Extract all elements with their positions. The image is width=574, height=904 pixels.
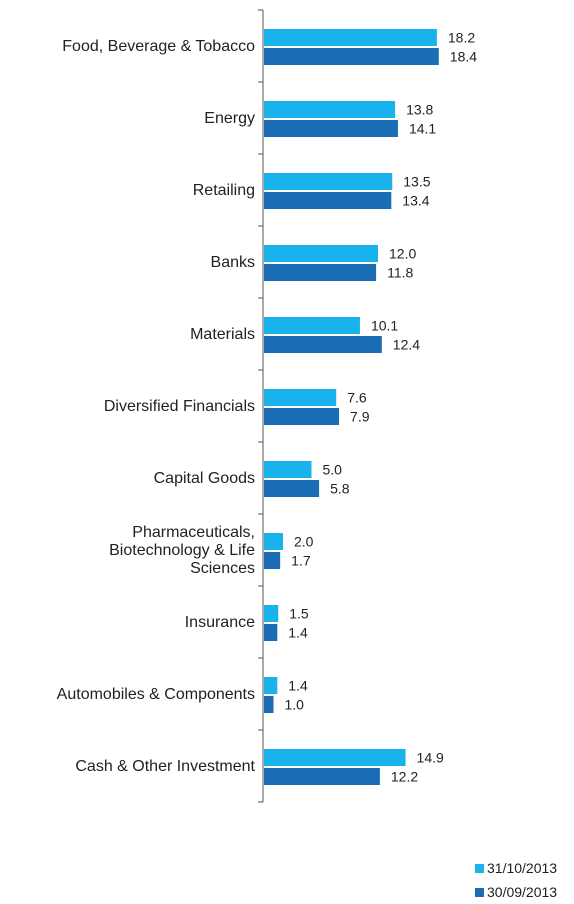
value-label-food-beverage-tobacco-series-1: 18.2 [448,30,475,46]
value-label-energy-series-2: 14.1 [409,121,436,137]
legend-label-series-1: 31/10/2013 [487,860,558,876]
value-label-pharmaceuticals-biotechnology-life-sciences-series-2: 1.7 [291,553,311,569]
category-label-materials: Materials [190,326,255,343]
category-label-line: Banks [211,254,255,271]
value-label-retailing-series-1: 13.5 [403,174,430,190]
category-label-insurance: Insurance [185,614,255,631]
value-label-materials-series-1: 10.1 [371,318,398,334]
labels-group: Food, Beverage & Tobacco 18.2 18.4 Energy 13… [57,30,478,785]
value-label-energy-series-1: 13.8 [406,102,433,118]
value-label-insurance-series-2: 1.4 [288,625,308,641]
value-label-food-beverage-tobacco-series-2: 18.4 [450,49,477,65]
bar-cash-other-investment-series-2 [264,768,380,785]
bar-capital-goods-series-2 [264,480,320,497]
bar-materials-series-2 [264,336,382,353]
bar-energy-series-1 [264,101,396,118]
bar-pharmaceuticals-biotechnology-life-sciences-series-2 [264,552,281,569]
bar-food-beverage-tobacco-series-2 [264,48,439,65]
bar-retailing-series-1 [264,173,393,190]
legend-label-series-2: 30/09/2013 [487,884,558,900]
category-label-banks: Banks [211,254,255,271]
value-label-capital-goods-series-1: 5.0 [323,462,343,478]
category-label-line: Cash & Other Investment [75,758,255,775]
value-label-pharmaceuticals-biotechnology-life-sciences-series-1: 2.0 [294,534,314,550]
legend-item-series-1: 31/10/2013 [475,856,557,880]
category-label-automobiles-components: Automobiles & Components [57,686,255,703]
value-label-materials-series-2: 12.4 [393,337,420,353]
category-label-diversified-financials: Diversified Financials [104,398,255,415]
value-label-cash-other-investment-series-1: 14.9 [417,750,444,766]
value-label-capital-goods-series-2: 5.8 [330,481,350,497]
bar-food-beverage-tobacco-series-1 [264,29,437,46]
value-label-automobiles-components-series-1: 1.4 [288,678,308,694]
category-axis [258,9,264,803]
bars-group [264,29,439,785]
bar-insurance-series-1 [264,605,279,622]
legend-item-series-2: 30/09/2013 [475,880,557,904]
category-label-line: Retailing [193,182,255,199]
category-label-line: Diversified Financials [104,398,255,415]
category-label-line: Capital Goods [154,470,255,487]
bar-materials-series-1 [264,317,360,334]
category-label-energy: Energy [204,110,255,127]
bar-automobiles-components-series-1 [264,677,278,694]
legend: 31/10/2013 30/09/2013 [475,856,557,904]
bar-capital-goods-series-1 [264,461,312,478]
legend-swatch-series-1 [475,863,484,873]
value-label-diversified-financials-series-2: 7.9 [350,409,370,425]
category-label-line: Automobiles & Components [57,686,255,703]
category-label-line: Energy [204,110,255,127]
value-label-automobiles-components-series-2: 1.0 [285,697,305,713]
category-label-line: Food, Beverage & Tobacco [62,38,255,55]
value-label-banks-series-2: 11.8 [387,265,413,281]
category-label-capital-goods: Capital Goods [154,470,255,487]
category-label-pharmaceuticals-biotechnology-life-sciences: Pharmaceuticals, Biotechnology & Life Scie… [109,524,255,577]
bar-energy-series-2 [264,120,398,137]
category-label-retailing: Retailing [193,182,255,199]
value-label-cash-other-investment-series-2: 12.2 [391,769,418,785]
category-label-cash-other-investment: Cash & Other Investment [75,758,255,775]
value-label-banks-series-1: 12.0 [389,246,416,262]
category-label-line: Materials [190,326,255,343]
bar-automobiles-components-series-2 [264,696,274,713]
value-label-retailing-series-2: 13.4 [402,193,429,209]
bar-pharmaceuticals-biotechnology-life-sciences-series-1 [264,533,283,550]
category-label-line: Biotechnology & Life [109,542,255,559]
bar-banks-series-2 [264,264,377,281]
bar-banks-series-1 [264,245,378,262]
bar-diversified-financials-series-1 [264,389,337,406]
bar-diversified-financials-series-2 [264,408,340,425]
category-label-line: Pharmaceuticals, [132,524,255,541]
bar-insurance-series-2 [264,624,278,641]
legend-swatch-series-2 [475,887,484,897]
value-label-insurance-series-1: 1.5 [289,606,309,622]
value-label-diversified-financials-series-1: 7.6 [347,390,367,406]
category-label-line: Insurance [185,614,255,631]
category-label-line: Sciences [190,560,255,577]
bar-retailing-series-2 [264,192,392,209]
bar-cash-other-investment-series-1 [264,749,406,766]
category-label-food-beverage-tobacco: Food, Beverage & Tobacco [62,38,255,55]
